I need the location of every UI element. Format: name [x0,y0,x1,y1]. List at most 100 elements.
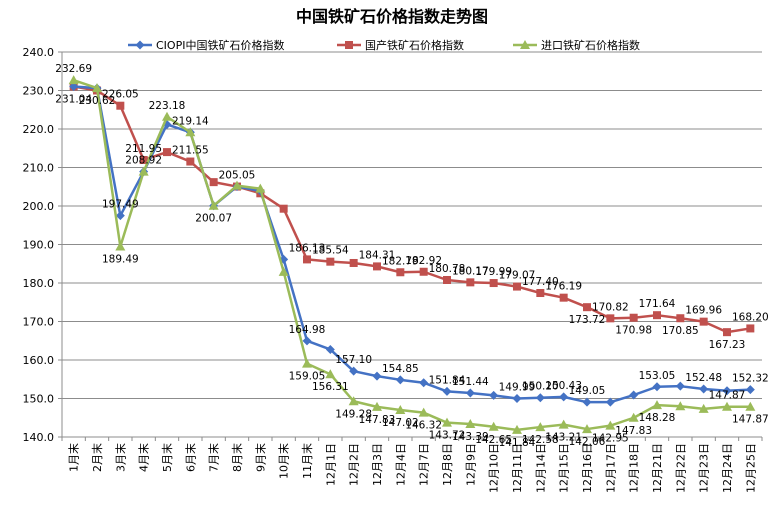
data-label: 151.44 [452,376,489,388]
data-label: 147.83 [359,414,396,426]
data-point [162,111,172,121]
data-label: 152.48 [685,372,722,384]
x-tick-label: 12月18日 [628,443,641,493]
data-label: 143.21 [545,432,582,444]
data-label: 167.23 [709,339,746,351]
data-point [652,382,662,392]
data-point [629,313,638,322]
data-point [699,384,709,394]
data-label: 170.98 [615,325,652,337]
data-label: 153.05 [639,370,676,382]
data-point [652,400,662,410]
data-point [488,421,499,431]
data-point [536,289,545,298]
x-tick-label: 7月末 [207,443,221,472]
legend-item: CIOPI中国铁矿石价格指数 [128,38,284,52]
data-point [698,403,709,413]
data-point [699,317,708,326]
data-point [722,386,732,396]
data-label: 185.54 [312,245,349,257]
y-tick-label: 200.0 [23,200,55,213]
x-tick-label: 11月末 [300,443,314,479]
data-point [135,40,145,50]
data-point [722,401,732,411]
data-point [138,166,149,176]
data-point [303,255,311,264]
data-point [535,393,545,403]
data-point [466,278,475,287]
data-label: 147.83 [615,425,652,437]
data-point [723,328,731,337]
data-point [116,101,125,110]
x-tick-label: 12月17日 [604,443,617,493]
data-point [209,178,218,187]
series-group [68,75,756,434]
y-tick-label: 210.0 [23,162,55,175]
data-label: 186.13 [289,242,326,254]
y-tick-label: 180.0 [23,277,55,290]
data-point [653,311,661,320]
x-tick-label: 12月7日 [418,443,431,486]
data-label: 180.17 [452,265,489,277]
x-tick-label: 12月9日 [464,443,477,486]
y-tick-label: 230.0 [23,85,55,98]
data-point [326,257,335,266]
y-tick-label: 140.0 [23,431,55,444]
data-label: 176.19 [545,281,582,293]
data-label: 142.65 [475,434,512,446]
data-label: 211.55 [172,145,209,157]
data-label: 149.99 [499,382,536,394]
x-tick-label: 4月末 [137,443,151,472]
x-tick-label: 12月15日 [558,443,571,493]
x-tick-label: 5月末 [160,443,174,472]
data-label: 142.58 [522,434,559,446]
data-label: 159.05 [289,371,326,383]
legend-item: 进口铁矿石价格指数 [513,38,640,52]
data-label: 182.79 [382,255,419,267]
data-point [279,204,288,213]
x-tick-label: 3月末 [113,443,127,472]
legend-label: CIOPI中国铁矿石价格指数 [156,38,284,52]
data-label: 142.06 [569,436,606,448]
data-label: 157.10 [335,354,372,366]
data-point [745,385,755,395]
data-point [606,314,615,323]
y-tick-label: 170.0 [23,316,55,329]
data-label: 200.07 [195,213,232,225]
data-point [513,282,521,291]
data-point [232,180,242,190]
data-label: 180.78 [429,263,466,275]
x-tick-label: 8月末 [230,443,244,472]
data-point [395,375,405,385]
x-tick-label: 12月10日 [488,443,501,493]
data-point [92,83,102,93]
data-label: 170.85 [662,325,699,337]
x-tick-label: 12月3日 [371,443,384,486]
chart-title: 中国铁矿石价格指数走势图 [296,7,488,26]
data-point [605,397,615,407]
x-tick-label: 12月21日 [651,443,664,493]
x-tick-label: 12月2日 [348,443,361,486]
data-point [676,314,685,323]
data-label: 189.49 [102,253,139,265]
data-label: 231.04 [55,93,92,105]
data-label: 148.28 [639,412,676,424]
data-point [628,412,639,422]
data-label: 184.31 [359,249,396,261]
data-point [465,418,476,428]
data-point [325,369,336,379]
series-line [73,78,751,432]
data-label: 170.82 [592,301,629,313]
x-tick-label: 12月8日 [441,443,454,486]
legend-item: 国产铁矿石价格指数 [337,38,464,52]
data-point [605,420,616,430]
data-label: 197.49 [102,199,139,211]
x-tick-label: 12月22日 [674,443,687,493]
x-tick-label: 12月24日 [721,443,734,493]
data-point [442,386,452,396]
data-point [489,279,498,288]
data-point [489,390,499,400]
data-label: 177.40 [522,276,559,288]
legend-label: 进口铁矿石价格指数 [541,38,640,52]
